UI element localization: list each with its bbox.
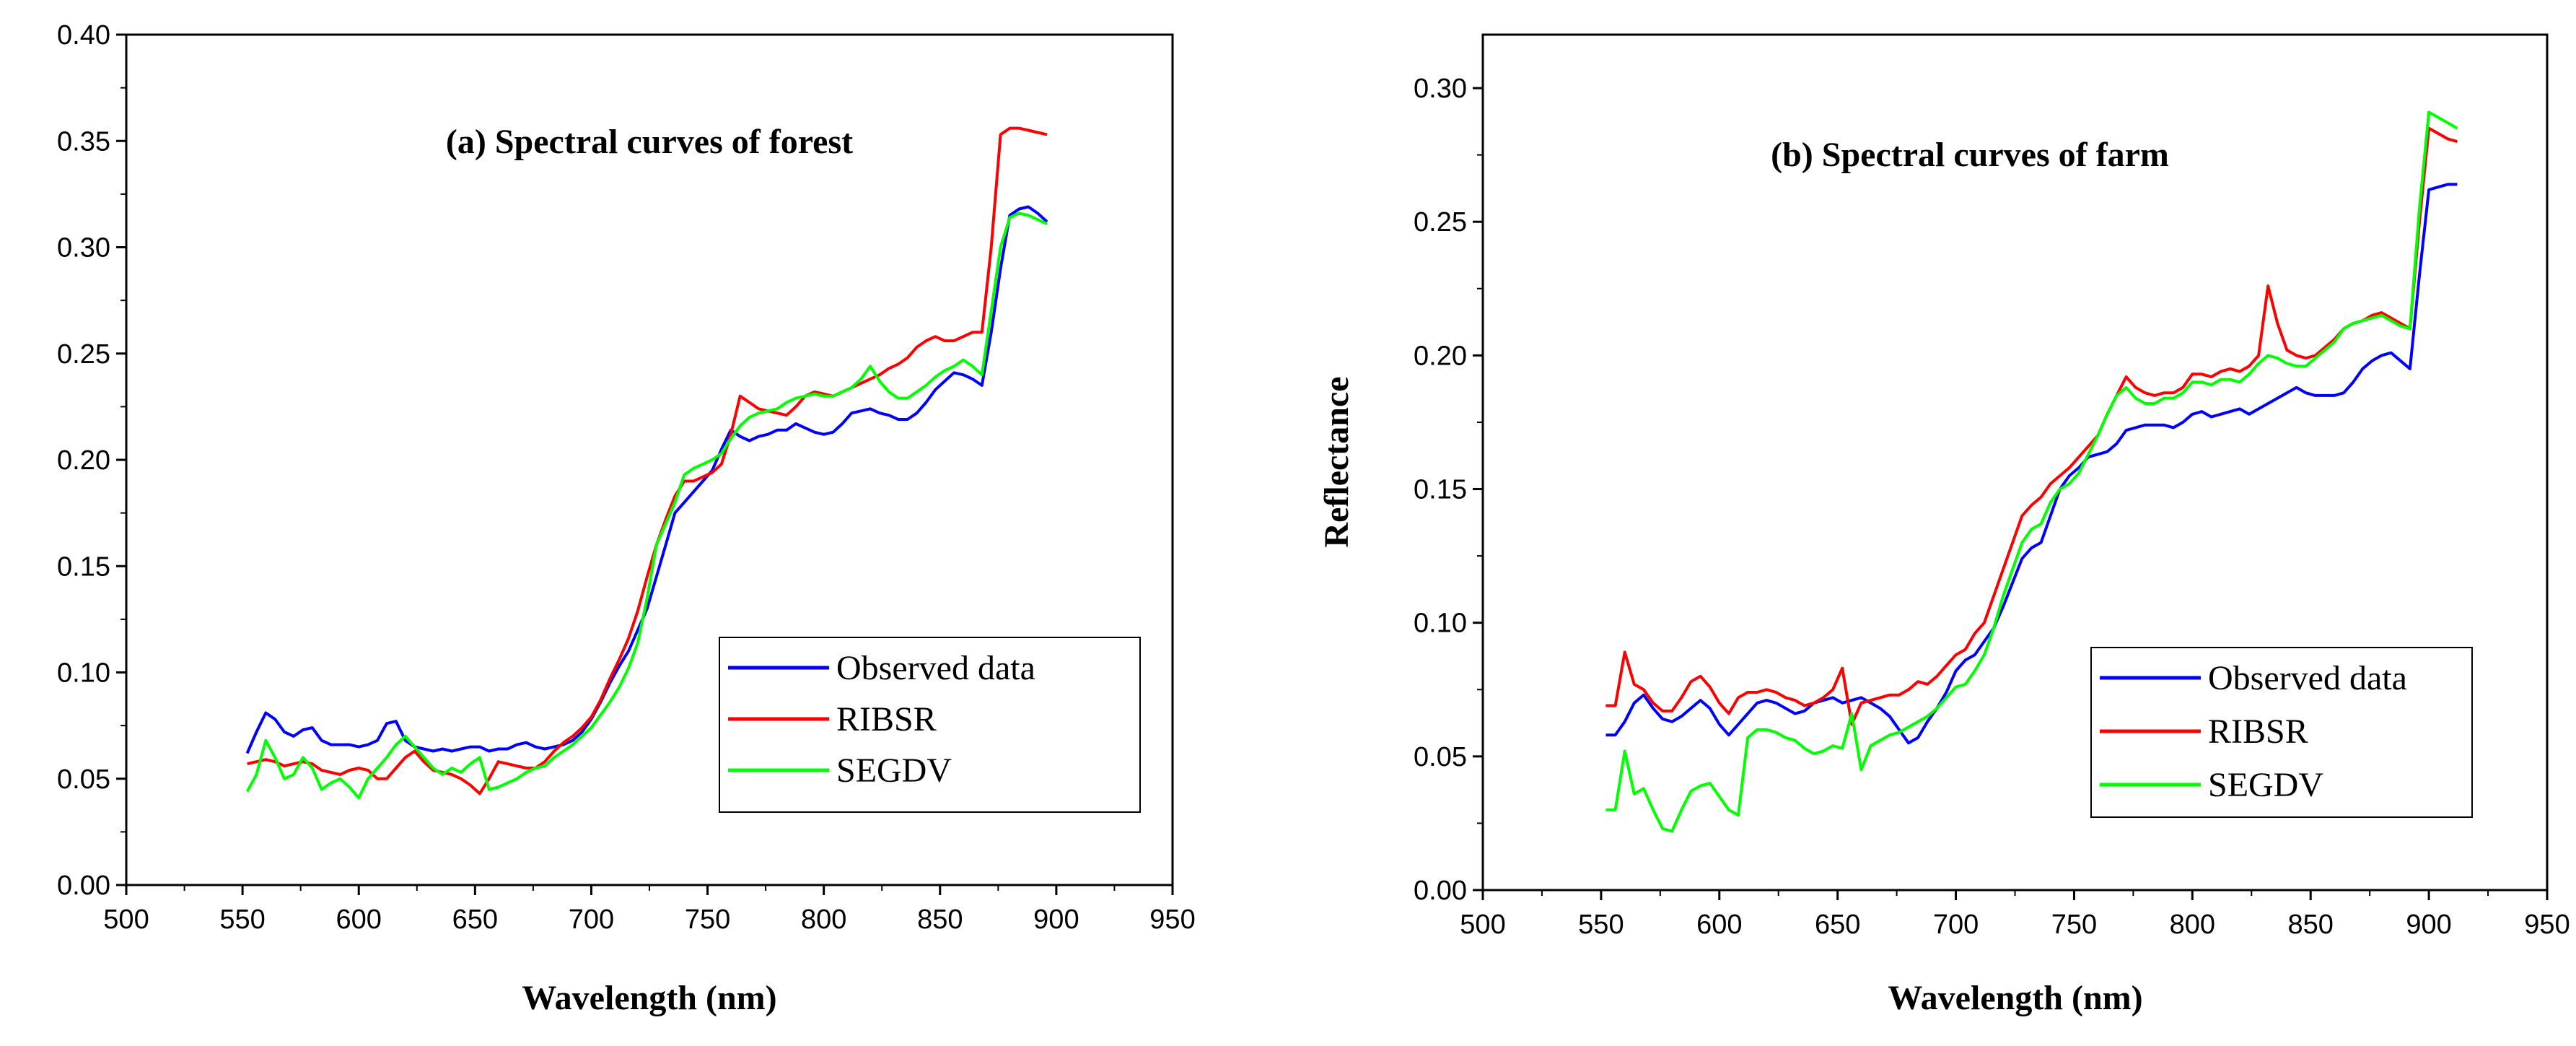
legend-label: SEGDV <box>836 751 952 790</box>
legend: Observed data RIBSR SEGDV <box>719 637 1141 813</box>
x-tick-label: 750 <box>685 905 730 935</box>
x-tick-label: 550 <box>219 905 265 935</box>
x-tick-label: 700 <box>1933 910 1979 940</box>
x-tick-label: 950 <box>1149 905 1195 935</box>
x-axis: 500 550 600 650 700 750 800 850 900 950 <box>103 885 1196 935</box>
x-tick-label: 950 <box>2524 910 2570 940</box>
x-axis-label: Wavelength (nm) <box>1888 979 2142 1017</box>
y-tick-label: 0.15 <box>57 552 110 582</box>
y-tick-label: 0.05 <box>1414 742 1467 772</box>
x-tick-label: 800 <box>801 905 846 935</box>
x-tick-label: 550 <box>1578 910 1624 940</box>
y-tick-label: 0.00 <box>1414 876 1467 906</box>
y-tick-label: 0.20 <box>57 445 110 476</box>
chart-title: (a) Spectral curves of forest <box>446 123 853 161</box>
y-tick-label: 0.00 <box>57 871 110 901</box>
x-tick-label: 750 <box>2051 910 2097 940</box>
y-axis: 0.00 0.05 0.10 0.15 0.20 0.25 0.30 0.35 0.40 <box>57 20 126 901</box>
series-line-segdv <box>245 212 1048 800</box>
x-tick-label: 850 <box>2288 910 2334 940</box>
y-tick-label: 0.25 <box>1414 207 1467 237</box>
y-tick-label: 0.15 <box>1414 475 1467 505</box>
legend-label: RIBSR <box>2208 712 2308 751</box>
x-tick-label: 500 <box>103 905 149 935</box>
y-axis: 0.00 0.05 0.10 0.15 0.20 0.25 0.30 <box>1414 74 1483 906</box>
series-line-ribsr <box>247 126 1048 796</box>
y-tick-label: 0.25 <box>57 339 110 370</box>
series-group <box>1605 110 2458 833</box>
x-tick-label: 650 <box>452 905 498 935</box>
legend: Observed data RIBSR SEGDV <box>2090 647 2473 818</box>
series-line-ribsr <box>1605 126 2458 726</box>
x-tick-label: 700 <box>569 905 614 935</box>
panel-farm: 500 550 600 650 700 750 800 850 900 950 0.000.050… <box>1318 33 2570 1017</box>
y-tick-label: 0.30 <box>57 233 110 263</box>
x-tick-label: 900 <box>1033 905 1079 935</box>
x-tick-label: 500 <box>1460 910 1505 940</box>
y-tick-label: 0.10 <box>1414 609 1467 639</box>
y-tick-label: 0.30 <box>1414 74 1467 104</box>
legend-label: RIBSR <box>836 700 937 738</box>
x-tick-label: 900 <box>2406 910 2451 940</box>
series-line-segdv <box>1605 110 2458 833</box>
chart-title: (b) Spectral curves of farm <box>1771 136 2169 174</box>
x-tick-label: 650 <box>1815 910 1860 940</box>
x-tick-label: 850 <box>917 905 963 935</box>
legend-label: Observed data <box>836 649 1035 687</box>
x-tick-label: 600 <box>1696 910 1742 940</box>
x-axis-label: Wavelength (nm) <box>522 979 776 1017</box>
y-tick-label: 0.05 <box>57 764 110 795</box>
x-axis: 500 550 600 650 700 750 800 850 900 950 <box>1460 890 2570 940</box>
y-tick-label: 0.10 <box>57 658 110 689</box>
y-tick-label: 0.20 <box>1414 341 1467 371</box>
y-tick-label: 0.35 <box>57 126 110 157</box>
x-tick-label: 600 <box>336 905 382 935</box>
panel-forest: 500 550 600 650 700 750 800 850 900 950 0.000.050… <box>57 20 1196 1017</box>
legend-label: Observed data <box>2208 659 2407 697</box>
series-line-observed-data <box>1605 183 2458 745</box>
y-axis-label: Reflectance <box>1318 376 1356 547</box>
series-line-observed-data <box>245 205 1048 754</box>
series-group <box>245 126 1048 800</box>
legend-label: SEGDV <box>2208 766 2323 804</box>
y-tick-label: 0.40 <box>57 20 110 51</box>
x-tick-label: 800 <box>2170 910 2215 940</box>
